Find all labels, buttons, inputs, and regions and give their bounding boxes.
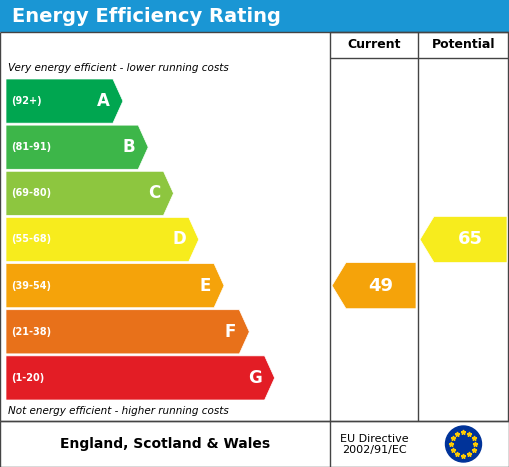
Text: D: D bbox=[172, 231, 186, 248]
Text: (69-80): (69-80) bbox=[11, 188, 51, 198]
Text: G: G bbox=[248, 369, 262, 387]
Text: (1-20): (1-20) bbox=[11, 373, 44, 383]
Text: Not energy efficient - higher running costs: Not energy efficient - higher running co… bbox=[8, 406, 229, 416]
Polygon shape bbox=[6, 125, 148, 169]
Polygon shape bbox=[6, 79, 123, 123]
Text: EU Directive: EU Directive bbox=[340, 434, 408, 444]
Text: Very energy efficient - lower running costs: Very energy efficient - lower running co… bbox=[8, 63, 229, 73]
Text: 2002/91/EC: 2002/91/EC bbox=[342, 445, 406, 455]
Text: B: B bbox=[123, 138, 135, 156]
Text: F: F bbox=[225, 323, 236, 341]
Bar bbox=[0, 421, 509, 467]
Text: 49: 49 bbox=[369, 276, 393, 295]
Polygon shape bbox=[6, 263, 224, 308]
Bar bbox=[0, 0, 509, 32]
Text: (81-91): (81-91) bbox=[11, 142, 51, 152]
Polygon shape bbox=[6, 310, 249, 354]
Text: (55-68): (55-68) bbox=[11, 234, 51, 245]
Polygon shape bbox=[420, 216, 507, 262]
Text: Energy Efficiency Rating: Energy Efficiency Rating bbox=[12, 7, 281, 26]
Polygon shape bbox=[6, 218, 199, 262]
Circle shape bbox=[445, 426, 482, 462]
Text: (39-54): (39-54) bbox=[11, 281, 51, 290]
Text: Potential: Potential bbox=[432, 38, 495, 51]
Text: (92+): (92+) bbox=[11, 96, 42, 106]
Polygon shape bbox=[6, 171, 174, 215]
Text: A: A bbox=[97, 92, 110, 110]
Text: England, Scotland & Wales: England, Scotland & Wales bbox=[60, 437, 270, 451]
Text: C: C bbox=[148, 184, 160, 202]
Polygon shape bbox=[6, 356, 274, 400]
Polygon shape bbox=[332, 262, 416, 309]
Text: 65: 65 bbox=[458, 231, 483, 248]
Text: (21-38): (21-38) bbox=[11, 327, 51, 337]
Text: E: E bbox=[200, 276, 211, 295]
Text: Current: Current bbox=[347, 38, 401, 51]
